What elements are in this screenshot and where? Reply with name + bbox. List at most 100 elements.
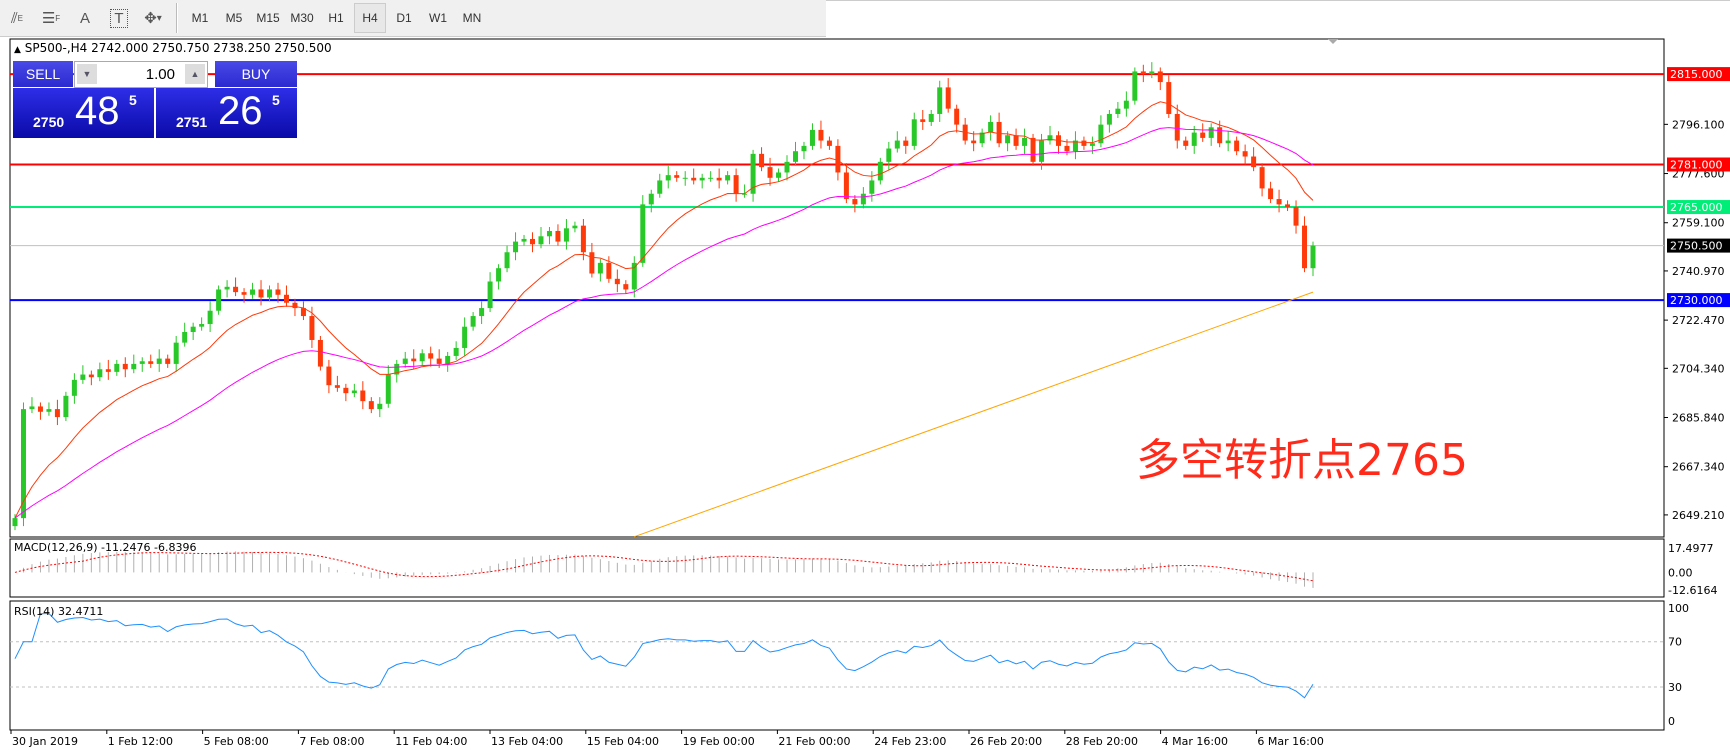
candle [351, 390, 357, 394]
candle [1310, 245, 1316, 269]
ask-price-major: 2751 [176, 114, 208, 130]
candle [852, 199, 858, 205]
bid-price-major: 2750 [33, 114, 65, 130]
candle [453, 347, 459, 356]
fibonacci-fan-icon[interactable]: ☰ F [41, 10, 61, 27]
candle [614, 278, 620, 285]
candle [699, 177, 705, 181]
candle [971, 140, 977, 144]
time-label: 24 Feb 23:00 [874, 735, 946, 748]
candle [521, 238, 527, 242]
candle [1251, 156, 1257, 168]
candle [148, 361, 154, 364]
candle [589, 252, 595, 274]
candle [920, 119, 926, 122]
timeframe-w1[interactable]: W1 [429, 11, 447, 25]
time-label: 21 Feb 00:00 [778, 735, 850, 748]
candle [648, 193, 654, 205]
candle [131, 363, 137, 370]
time-label: 13 Feb 04:00 [491, 735, 563, 748]
ask-price-fraction: 5 [272, 92, 280, 108]
arrows-icon[interactable]: ✥ ▾ [144, 10, 162, 27]
time-label: 1 Feb 12:00 [108, 735, 173, 748]
candle [71, 379, 77, 396]
bid-price-pips: 48 [75, 89, 120, 133]
candle [122, 363, 128, 370]
candle [1276, 199, 1282, 205]
candle [606, 262, 612, 279]
chart-shift-marker-icon[interactable] [1328, 39, 1338, 44]
candle [759, 153, 765, 168]
buy-button[interactable]: BUY [215, 61, 297, 87]
timeframe-m30[interactable]: M30 [290, 11, 314, 25]
candle [29, 406, 35, 410]
decrease-lot-icon[interactable]: ▼ [77, 64, 97, 84]
text-icon[interactable]: A [79, 9, 90, 27]
lot-size-input[interactable]: ▼ 1.00 ▲ [74, 61, 208, 88]
level-label-bg [1667, 157, 1730, 172]
chart-annotation[interactable]: 多空转折点2765 [1136, 435, 1468, 486]
candle [860, 193, 866, 205]
fibonacci-expansion-icon[interactable]: ⫽ E [10, 9, 24, 27]
ask-price-button[interactable]: 2751 26 5 [156, 88, 297, 138]
time-label: 28 Feb 20:00 [1066, 735, 1138, 748]
candle [631, 262, 637, 290]
level-label: 2815.000 [1670, 68, 1723, 81]
candle [1174, 113, 1180, 141]
candle [623, 284, 629, 290]
candle [886, 148, 892, 162]
candle [182, 332, 188, 343]
level-label-bg [1667, 200, 1730, 215]
toolbar: ⫽ E ☰ F A T ✥ ▾ M1 M5 M15 M30 H1 H4 D1 W1 MN [0, 0, 1730, 37]
candle [1259, 167, 1265, 189]
candle [233, 286, 239, 293]
candle [742, 193, 748, 195]
bid-price-button[interactable]: 2750 48 5 [13, 88, 154, 138]
timeframe-d1[interactable]: D1 [396, 11, 412, 25]
candle [809, 129, 815, 146]
increase-lot-icon[interactable]: ▲ [185, 64, 205, 84]
candle [1013, 135, 1019, 146]
level-label-bg [1667, 238, 1730, 253]
time-label: 7 Feb 08:00 [299, 735, 364, 748]
candle [818, 129, 824, 141]
candle [894, 140, 900, 149]
timeframe-m5[interactable]: M5 [225, 11, 243, 25]
rsi-tick-label: 100 [1668, 602, 1689, 615]
candle [419, 353, 425, 362]
candle [1106, 113, 1112, 125]
timeframe-h4[interactable]: H4 [354, 3, 386, 33]
timeframe-group: M1 M5 M15 M30 H1 H4 D1 W1 MN [184, 3, 488, 33]
macd-tick-label: 0.00 [1668, 566, 1693, 579]
candle [207, 310, 213, 325]
candle [1022, 137, 1028, 146]
candle [300, 308, 306, 317]
text-label-icon[interactable]: T [102, 3, 136, 33]
candle [1098, 124, 1104, 144]
level-label-bg [1667, 67, 1730, 82]
price-tick-label: 2740.970 [1672, 265, 1725, 278]
candle [1005, 135, 1011, 144]
timeframe-mn[interactable]: MN [462, 11, 482, 25]
time-label: 6 Mar 16:00 [1257, 735, 1323, 748]
collapse-triangle-icon[interactable]: ▲ [14, 45, 21, 55]
macd-signal-line [14, 551, 1314, 582]
candle [309, 316, 315, 340]
macd-tick-label: -12.6164 [1668, 584, 1717, 597]
candle [343, 387, 349, 394]
timeframe-m15[interactable]: M15 [256, 11, 280, 25]
candle [538, 236, 544, 245]
candle [258, 289, 264, 298]
rsi-tick-label: 0 [1668, 715, 1675, 728]
price-tick-label: 2667.340 [1672, 461, 1725, 474]
candle [216, 289, 222, 311]
timeframe-h1[interactable]: H1 [328, 11, 344, 25]
sell-button[interactable]: SELL [13, 61, 73, 87]
chart-canvas[interactable]: 2796.1002777.6002759.1002740.9702722.470… [0, 38, 1730, 750]
time-label: 5 Feb 08:00 [204, 735, 269, 748]
text-label-glyph: T [110, 8, 128, 28]
time-label: 26 Feb 20:00 [970, 735, 1042, 748]
candle [665, 175, 671, 181]
level-label: 2781.000 [1670, 158, 1723, 171]
timeframe-m1[interactable]: M1 [191, 11, 209, 25]
